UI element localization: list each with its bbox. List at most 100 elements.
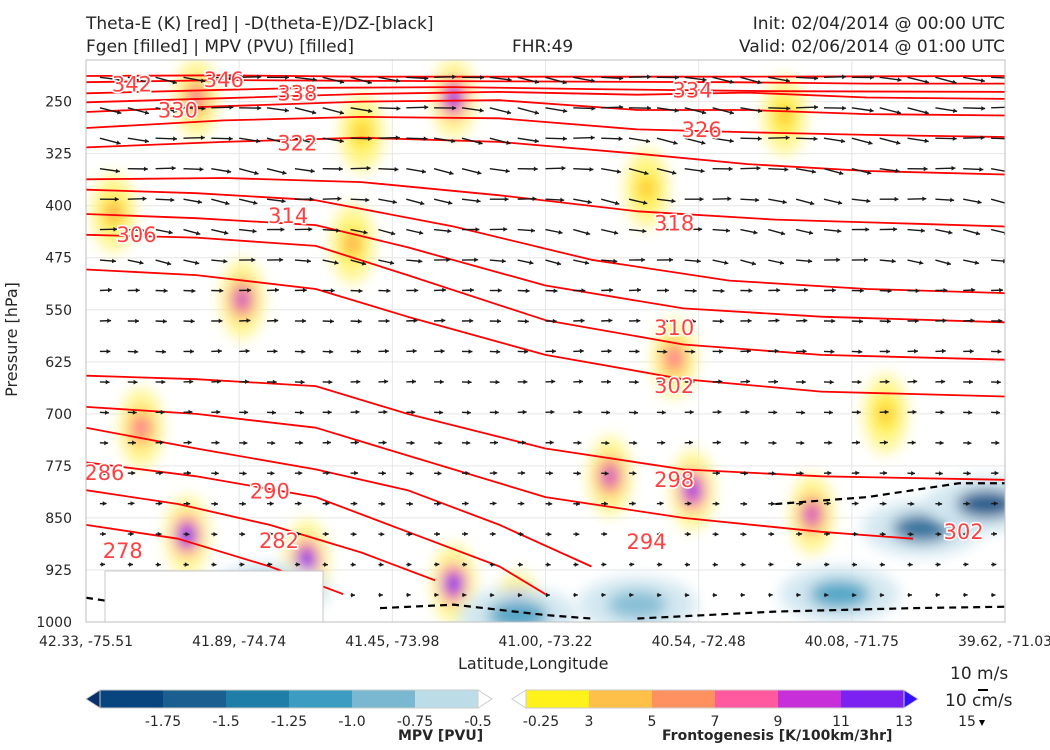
fgen-colorbar-tick: 11 xyxy=(832,714,850,730)
wind-arrowhead xyxy=(576,471,581,476)
wind-arrowhead xyxy=(659,501,664,506)
wind-arrowhead xyxy=(631,501,636,506)
wind-arrowhead xyxy=(799,471,804,476)
wind-arrowhead xyxy=(187,470,191,476)
wind-arrowhead xyxy=(980,135,985,140)
stability-dashed-contour xyxy=(380,603,592,620)
wind-arrowhead xyxy=(553,288,558,294)
wind-arrowhead xyxy=(384,379,389,384)
wind-arrowhead xyxy=(386,288,391,294)
wind-arrowhead xyxy=(604,471,609,476)
wind-arrowhead xyxy=(942,318,947,323)
wind-arrowhead xyxy=(828,440,833,446)
wind-arrowhead xyxy=(413,318,418,323)
wind-arrowhead xyxy=(132,440,136,446)
wind-arrowhead xyxy=(144,79,150,84)
stability-dashed-contour xyxy=(637,605,1005,620)
wind-arrowhead xyxy=(352,531,357,537)
theta-e-label: 286 xyxy=(84,461,124,485)
wind-arrowhead xyxy=(891,258,896,264)
wind-arrowhead xyxy=(134,349,139,354)
wind-arrowhead xyxy=(866,198,871,204)
wind-arrowhead xyxy=(270,471,275,476)
wind-arrowhead xyxy=(919,260,924,265)
wind-arrowhead xyxy=(497,288,502,293)
wind-arrowhead xyxy=(173,136,177,142)
wind-arrowhead xyxy=(908,592,912,598)
wind-arrowhead xyxy=(665,288,669,293)
wind-arrowhead xyxy=(613,258,618,264)
theta-e-contour-338 xyxy=(86,86,1005,95)
wind-arrowhead xyxy=(689,440,693,445)
wind-arrowhead xyxy=(324,562,328,567)
wind-arrowhead xyxy=(963,592,968,598)
theta-e-label: 338 xyxy=(277,81,317,105)
wind-arrowhead xyxy=(534,110,539,115)
wind-arrowhead xyxy=(368,108,373,114)
wind-arrowhead xyxy=(911,440,916,445)
wind-arrowhead xyxy=(880,562,885,567)
wind-arrowhead xyxy=(801,410,806,415)
wind-arrowhead xyxy=(980,78,985,83)
wind-arrowhead xyxy=(106,349,111,354)
wind-arrowhead xyxy=(418,258,423,264)
wind-arrowhead xyxy=(601,623,605,628)
wind-arrowhead xyxy=(657,623,661,628)
wind-arrowhead xyxy=(356,379,361,385)
mpv-colorbar-extend-low xyxy=(85,689,101,709)
wind-arrowhead xyxy=(832,288,836,293)
wind-arrowhead xyxy=(306,258,311,264)
wind-arrowhead xyxy=(981,106,986,111)
wind-arrowhead xyxy=(279,257,284,263)
wind-arrowhead xyxy=(379,562,384,567)
wind-arrowhead xyxy=(476,198,481,204)
wind-arrowhead xyxy=(504,196,509,202)
title-line1: Theta-E (K) [red] | -D(theta-E)/DZ-[blac… xyxy=(86,14,434,34)
wind-arrowhead xyxy=(770,531,775,537)
wind-arrowhead xyxy=(533,166,538,172)
wind-arrowhead xyxy=(924,79,929,84)
wind-arrowhead xyxy=(915,288,920,294)
fgen-colorbar-swatch xyxy=(841,690,905,708)
wind-arrowhead xyxy=(883,440,888,445)
wind-arrowhead xyxy=(880,592,885,598)
x-tick-label: 40.54, -72.48 xyxy=(652,634,746,650)
wind-arrowhead xyxy=(632,470,637,476)
wind-arrowhead xyxy=(814,75,819,81)
theta-e-label: 334 xyxy=(672,79,712,103)
wind-arrowhead xyxy=(534,79,539,84)
fgen-colorbar-tick: 15 xyxy=(958,714,976,730)
wind-arrowhead xyxy=(967,440,972,446)
wind-vector xyxy=(991,76,1005,79)
wind-arrowhead xyxy=(741,562,746,567)
fgen-blob-core xyxy=(445,573,462,594)
wind-arrowhead xyxy=(139,260,144,265)
wind-arrowhead xyxy=(546,562,551,567)
wind-arrowhead xyxy=(144,110,149,115)
wind-arrowhead xyxy=(296,562,301,567)
theta-e-contour-326 xyxy=(86,116,1005,138)
theta-e-label: 294 xyxy=(627,530,667,554)
wind-arrowhead xyxy=(664,318,669,324)
wind-arrowhead xyxy=(436,531,440,537)
wind-arrowhead xyxy=(491,531,496,537)
wind-arrowhead xyxy=(104,410,109,415)
wind-arrowhead xyxy=(361,261,367,266)
wind-arrowhead xyxy=(634,410,638,415)
wind-arrowhead xyxy=(452,74,457,80)
wind-arrowhead xyxy=(941,348,946,354)
wind-arrowhead xyxy=(302,287,307,293)
wind-arrowhead xyxy=(529,260,534,265)
wind-arrowhead xyxy=(937,531,942,537)
wind-arrowhead xyxy=(103,471,108,476)
wind-arrowhead xyxy=(829,379,834,385)
wind-arrowhead xyxy=(439,379,444,385)
mpv-colorbar-swatch xyxy=(163,690,227,708)
fgen-blob-core xyxy=(234,289,251,310)
wind-arrowhead xyxy=(939,440,944,446)
wind-arrowhead xyxy=(212,562,217,567)
wind-arrowhead xyxy=(339,138,344,144)
wind-arrowhead xyxy=(911,471,915,476)
wind-arrowhead xyxy=(886,349,891,354)
